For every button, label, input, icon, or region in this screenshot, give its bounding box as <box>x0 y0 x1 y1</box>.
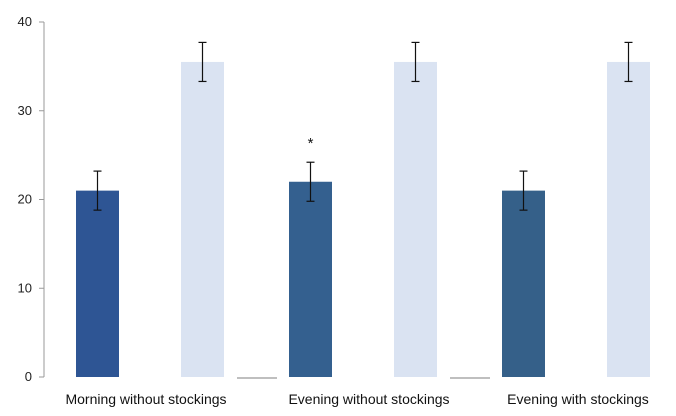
bars <box>76 61 650 377</box>
error-bar-series1-1 <box>93 170 102 211</box>
y-axis-ticks: 0 10 20 30 40 <box>18 14 44 384</box>
bar-series2-2 <box>394 61 437 377</box>
error-bar-series1-3 <box>519 170 528 211</box>
y-tick-label-20: 20 <box>18 192 32 207</box>
bar-series1-1 <box>76 190 119 377</box>
significance-annotation: * <box>308 135 314 152</box>
error-bar-series2-3 <box>624 41 633 83</box>
y-tick-label-0: 0 <box>25 369 32 384</box>
y-tick-label-30: 30 <box>18 103 32 118</box>
category-label-2: Evening without stockings <box>288 391 449 407</box>
bar-series1-3 <box>502 190 545 377</box>
category-label-3: Evening with stockings <box>507 391 649 407</box>
bar-series2-1 <box>181 61 224 377</box>
error-bars <box>93 41 633 211</box>
error-bar-series1-2 <box>306 161 315 202</box>
bar-series1-2 <box>289 181 332 377</box>
annotations: * <box>308 135 314 152</box>
bar-series2-3 <box>607 61 650 377</box>
y-tick-label-10: 10 <box>18 280 32 295</box>
category-labels: Morning without stockings Evening without… <box>65 391 648 407</box>
y-tick-label-40: 40 <box>18 14 32 29</box>
category-label-1: Morning without stockings <box>65 391 226 407</box>
error-bar-series2-1 <box>198 41 207 83</box>
error-bar-series2-2 <box>411 41 420 83</box>
